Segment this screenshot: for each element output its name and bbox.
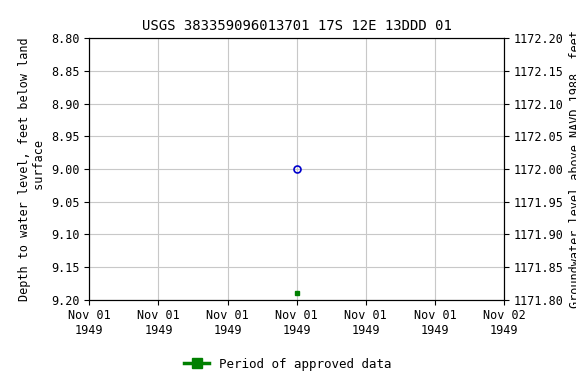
Y-axis label: Groundwater level above NAVD 1988, feet: Groundwater level above NAVD 1988, feet	[569, 30, 576, 308]
Y-axis label: Depth to water level, feet below land
 surface: Depth to water level, feet below land su…	[17, 37, 46, 301]
Legend: Period of approved data: Period of approved data	[179, 353, 397, 376]
Title: USGS 383359096013701 17S 12E 13DDD 01: USGS 383359096013701 17S 12E 13DDD 01	[142, 19, 452, 33]
